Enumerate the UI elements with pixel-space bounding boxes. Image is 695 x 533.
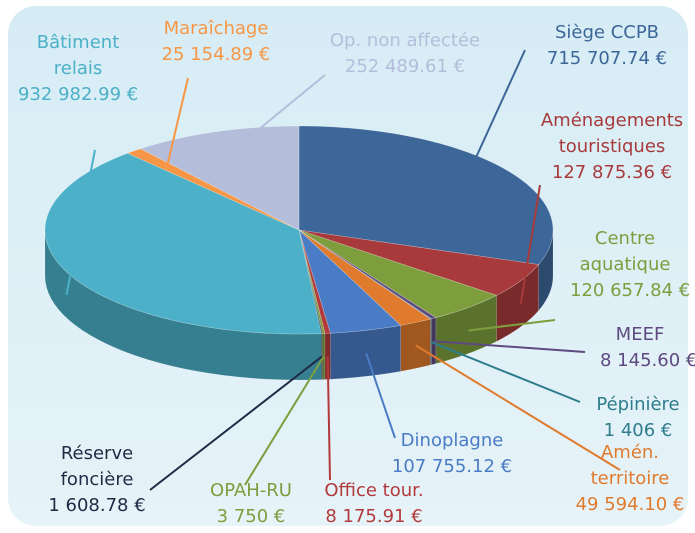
- data-label: MEEF 8 145.60 €: [600, 322, 695, 374]
- leader-line: [65, 149, 96, 296]
- leader-line: [365, 352, 396, 439]
- slice: [298, 229, 331, 334]
- leader-line: [166, 77, 189, 167]
- data-label: Pépinière 1 406 €: [588, 392, 688, 444]
- value-label: 25 154.89 €: [161, 44, 271, 65]
- category-label: Office tour.: [324, 480, 424, 501]
- data-label: Aménagements touristiques 127 875.36 €: [527, 108, 695, 186]
- pie: [44, 125, 554, 381]
- leader-line: [231, 74, 326, 153]
- slice: [298, 125, 554, 265]
- category-label: Op. non affectée: [329, 30, 481, 51]
- leader-line: [244, 355, 325, 486]
- value-label: 120 657.84 €: [570, 280, 691, 301]
- data-label: Réserve foncière 1 608.78 €: [32, 441, 162, 519]
- slice-side: [496, 263, 539, 342]
- category-label: Amén. territoire: [590, 442, 670, 489]
- leader-line: [415, 344, 621, 471]
- category-label: Dinoplagne: [400, 430, 504, 451]
- data-label: Siège CCPB 715 707.74 €: [527, 20, 687, 72]
- data-label: Office tour. 8 175.91 €: [314, 478, 434, 530]
- category-label: Maraîchage: [163, 18, 269, 39]
- category-label: Aménagements touristiques: [540, 110, 684, 157]
- slice: [298, 229, 498, 318]
- slice: [298, 229, 326, 334]
- slice-side: [330, 325, 401, 380]
- data-label: Dinoplagne 107 755.12 €: [382, 428, 522, 480]
- value-label: 1 608.78 €: [48, 495, 146, 516]
- leader-line: [326, 356, 331, 481]
- slice: [298, 229, 402, 334]
- leader-line: [430, 340, 581, 403]
- value-label: 8 145.60 €: [600, 350, 695, 371]
- slice-side: [400, 318, 431, 372]
- slice: [298, 229, 432, 326]
- value-label: 8 175.91 €: [325, 506, 423, 527]
- value-label: 3 750 €: [216, 506, 286, 527]
- leader-line: [468, 319, 556, 332]
- category-label: MEEF: [615, 324, 665, 345]
- category-label: Siège CCPB: [554, 22, 660, 43]
- slice: [139, 125, 300, 231]
- data-label: OPAH-RU 3 750 €: [196, 478, 306, 530]
- data-label: Amén. territoire 49 594.10 €: [570, 440, 690, 518]
- slice-side: [430, 317, 437, 366]
- category-label: Centre aquatique: [579, 228, 671, 275]
- leader-line: [149, 355, 323, 491]
- leaders: [65, 49, 621, 491]
- slice: [44, 152, 322, 335]
- slice: [298, 229, 432, 320]
- value-label: 127 875.36 €: [551, 162, 673, 183]
- category-label: Réserve foncière: [60, 443, 134, 490]
- leader-line: [433, 340, 586, 353]
- value-label: 49 594.10 €: [575, 494, 685, 515]
- category-label: Pépinière: [596, 394, 680, 415]
- leader-line: [519, 184, 541, 304]
- value-label: 252 489.61 €: [344, 56, 466, 77]
- data-label: Maraîchage 25 154.89 €: [151, 16, 281, 68]
- data-label: Op. non affectée 252 489.61 €: [305, 28, 505, 80]
- category-label: Bâtiment relais: [36, 32, 120, 79]
- value-label: 932 982.99 €: [18, 84, 139, 105]
- value-label: 715 707.74 €: [546, 48, 668, 69]
- category-label: OPAH-RU: [210, 480, 292, 501]
- data-label: Centre aquatique 120 657.84 €: [570, 226, 691, 304]
- slice-side: [538, 229, 554, 312]
- leader-line: [463, 49, 526, 183]
- value-label: 1 406 €: [603, 420, 673, 441]
- data-label: Bâtiment relais 932 982.99 €: [18, 30, 138, 108]
- slice: [298, 229, 540, 296]
- value-label: 107 755.12 €: [391, 456, 513, 477]
